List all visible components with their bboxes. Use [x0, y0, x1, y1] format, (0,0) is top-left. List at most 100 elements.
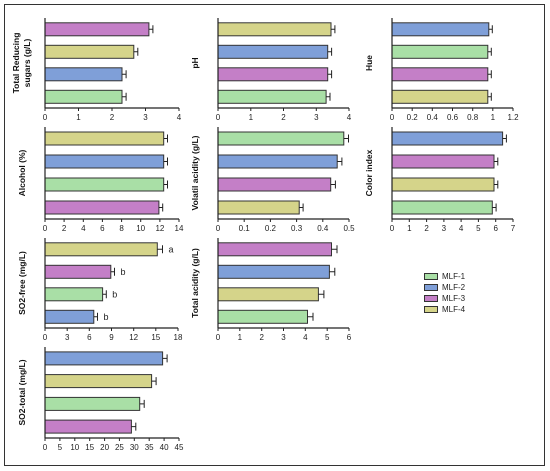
- x-tick-label: 0: [390, 224, 395, 233]
- x-tick-label: 20: [100, 443, 109, 452]
- bar-mlf-4: [391, 177, 495, 192]
- bar-mlf-3: [44, 264, 112, 279]
- bar-mlf-2: [217, 264, 330, 279]
- x-tick-label: 0: [43, 224, 48, 233]
- x-tick-label: 1: [76, 113, 81, 122]
- chart-panel-2: 0 1 2 3 4 pH: [190, 18, 352, 122]
- x-tick-label: 10: [70, 443, 79, 452]
- bar-mlf-1: [44, 89, 123, 104]
- x-tick-label: 3: [281, 333, 286, 342]
- significance-letter: b: [104, 312, 109, 322]
- x-tick-label: 0: [43, 443, 48, 452]
- x-tick-label: 9: [109, 333, 114, 342]
- x-tick-label: 4: [459, 224, 464, 233]
- x-tick-label: 4: [303, 333, 308, 342]
- bar-mlf-2: [217, 154, 338, 169]
- x-tick-label: 0.8: [467, 113, 479, 122]
- figure-frame: [4, 4, 545, 466]
- y-axis-title: Total acidity (g/L): [190, 248, 200, 318]
- chart-panel-6: 0 1 2 3 4 5 6 7 Color index: [364, 127, 516, 233]
- x-tick-label: 4: [347, 113, 352, 122]
- chart-panel-8: 0 1 2 3 4 5 6 Total acidity (g/L): [190, 238, 352, 342]
- legend-label: MLF-1: [442, 271, 466, 281]
- bar-mlf-4: [44, 242, 158, 257]
- x-tick-label: 25: [115, 443, 124, 452]
- x-tick-label: 2: [424, 224, 429, 233]
- bar-mlf-1: [217, 131, 345, 146]
- x-tick-label: 1: [249, 113, 254, 122]
- x-tick-label: 12: [155, 224, 164, 233]
- bar-mlf-3: [44, 419, 132, 434]
- chart-panel-7: a b b b 0 3 6 9 12 15 18 SO2-free (mg/L): [17, 238, 183, 342]
- legend-swatch: [424, 294, 438, 302]
- legend-item-mlf-2: MLF-2: [424, 282, 465, 292]
- bar-mlf-4: [44, 374, 153, 389]
- bar-mlf-4: [217, 287, 319, 302]
- x-tick-label: 3: [442, 224, 447, 233]
- bar-mlf-2: [44, 351, 164, 366]
- legend-item-mlf-1: MLF-1: [424, 271, 465, 281]
- bar-mlf-1: [44, 177, 165, 192]
- chart-panel-9: 0 5 10 15 20 25 30 35 40 45 SO2-total (mg/L): [17, 347, 184, 452]
- significance-letter: b: [121, 267, 126, 277]
- significance-letter: a: [169, 244, 174, 254]
- bar-mlf-3: [44, 22, 150, 37]
- x-tick-label: 0.2: [265, 224, 277, 233]
- x-tick-label: 8: [119, 224, 124, 233]
- chart-panel-5: 0 0.1 0.2 0.3 0.4 0.5 Volatil acidity (g/L): [190, 127, 355, 233]
- bar-mlf-1: [44, 396, 141, 411]
- x-tick-label: 35: [145, 443, 154, 452]
- x-tick-label: 45: [175, 443, 184, 452]
- bar-mlf-2: [217, 44, 329, 59]
- x-tick-label: 30: [130, 443, 139, 452]
- bar-mlf-2: [44, 67, 123, 82]
- x-tick-label: 6: [493, 224, 498, 233]
- y-axis-title: SO2-total (mg/L): [17, 359, 27, 425]
- bar-mlf-4: [217, 200, 300, 215]
- y-axis-title: Hue: [364, 55, 374, 71]
- x-tick-label: 12: [129, 333, 138, 342]
- y-axis-title: Alcohol (%): [17, 149, 27, 196]
- x-tick-label: 1: [238, 333, 243, 342]
- bar-mlf-1: [391, 44, 489, 59]
- bar-mlf-3: [391, 154, 495, 169]
- x-tick-label: 10: [136, 224, 145, 233]
- bar-mlf-2: [44, 154, 165, 169]
- bar-mlf-2: [44, 309, 95, 324]
- bar-mlf-3: [391, 67, 489, 82]
- x-tick-label: 2: [62, 224, 67, 233]
- y-axis-title: Color index: [364, 149, 374, 196]
- x-tick-label: 0: [216, 224, 221, 233]
- bar-mlf-3: [44, 200, 160, 215]
- bar-mlf-4: [217, 22, 332, 37]
- bar-mlf-1: [44, 287, 104, 302]
- y-axis-title: Total Reducingsugars (g/L): [11, 33, 32, 94]
- x-tick-label: 2: [110, 113, 115, 122]
- x-tick-label: 0.4: [427, 113, 439, 122]
- x-tick-label: 6: [100, 224, 105, 233]
- x-tick-label: 15: [151, 333, 160, 342]
- legend-label: MLF-3: [442, 293, 466, 303]
- x-tick-label: 40: [160, 443, 169, 452]
- y-axis-title: Volatil acidity (g/L): [190, 135, 200, 210]
- bar-mlf-1: [217, 309, 308, 324]
- x-tick-label: 0.4: [317, 224, 329, 233]
- x-tick-label: 3: [314, 113, 319, 122]
- y-axis-title: pH: [190, 57, 200, 68]
- x-tick-label: 0: [216, 113, 221, 122]
- x-tick-label: 1.2: [507, 113, 519, 122]
- significance-letter: b: [112, 289, 117, 299]
- bar-mlf-3: [217, 242, 332, 257]
- bar-mlf-1: [391, 200, 493, 215]
- bar-mlf-3: [217, 67, 329, 82]
- x-tick-label: 3: [65, 333, 70, 342]
- legend-swatch: [424, 283, 438, 291]
- x-tick-label: 5: [325, 333, 330, 342]
- x-tick-label: 2: [281, 113, 286, 122]
- x-tick-label: 6: [347, 333, 352, 342]
- x-tick-label: 15: [85, 443, 94, 452]
- legend-label: MLF-2: [442, 282, 466, 292]
- x-tick-label: 0: [43, 333, 48, 342]
- y-axis-title: SO2-free (mg/L): [17, 251, 27, 315]
